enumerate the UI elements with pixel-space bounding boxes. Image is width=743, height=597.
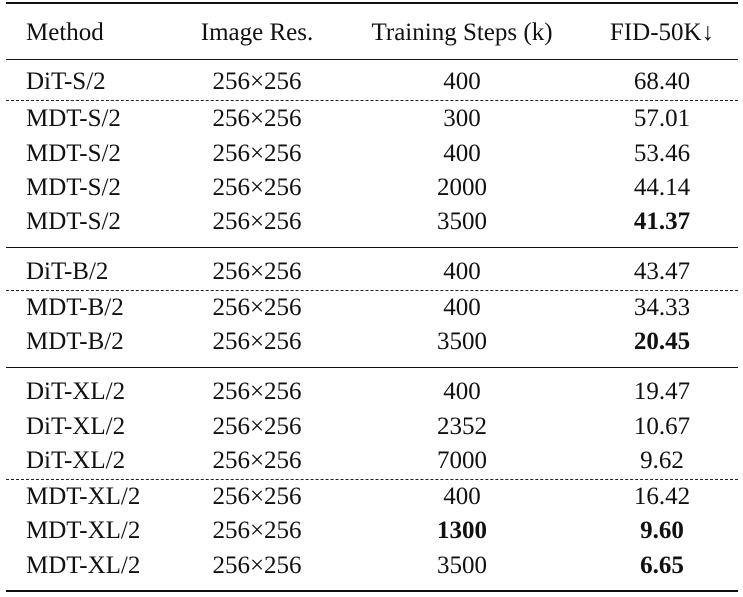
cell-resolution: 256×256	[212, 447, 302, 474]
dashed-separator	[6, 100, 738, 101]
cell-resolution: 256×256	[212, 517, 302, 544]
cell-steps: 3500	[437, 208, 487, 235]
cell-steps: 400	[443, 68, 481, 95]
cell-steps: 400	[443, 483, 481, 510]
cell-resolution: 256×256	[212, 140, 302, 167]
cell-resolution: 256×256	[212, 483, 302, 510]
cell-resolution: 256×256	[212, 174, 302, 201]
cell-resolution: 256×256	[212, 208, 302, 235]
cell-steps: 300	[443, 105, 481, 132]
cell-method: MDT-S/2	[26, 208, 121, 235]
cell-fid: 6.65	[640, 552, 684, 579]
group-rule	[6, 367, 738, 369]
cell-steps: 7000	[437, 447, 487, 474]
cell-method: DiT-XL/2	[26, 378, 126, 405]
cell-steps: 1300	[437, 517, 487, 544]
cell-method: MDT-B/2	[26, 328, 124, 355]
cell-method: DiT-B/2	[26, 258, 109, 285]
cell-resolution: 256×256	[212, 413, 302, 440]
cell-steps: 400	[443, 378, 481, 405]
header-fid: FID-50K↓	[609, 19, 715, 46]
dashed-separator	[6, 479, 738, 480]
dashed-separator	[6, 290, 738, 291]
cell-fid: 53.46	[633, 140, 691, 167]
cell-fid: 57.01	[633, 105, 691, 132]
cell-resolution: 256×256	[212, 294, 302, 321]
cell-method: MDT-XL/2	[26, 552, 141, 579]
top-rule	[6, 2, 738, 4]
cell-fid: 44.14	[633, 174, 691, 201]
cell-steps: 400	[443, 140, 481, 167]
cell-resolution: 256×256	[212, 328, 302, 355]
cell-method: DiT-S/2	[26, 68, 106, 95]
cell-steps: 2000	[437, 174, 487, 201]
cell-fid: 41.37	[633, 208, 691, 235]
cell-resolution: 256×256	[212, 378, 302, 405]
header-resolution: Image Res.	[200, 19, 314, 46]
cell-steps: 400	[443, 294, 481, 321]
bottom-rule	[6, 590, 738, 592]
cell-steps: 2352	[437, 413, 487, 440]
cell-method: MDT-XL/2	[26, 517, 141, 544]
cell-steps: 3500	[437, 552, 487, 579]
cell-fid: 9.60	[640, 517, 684, 544]
group-rule	[6, 247, 738, 249]
cell-steps: 400	[443, 258, 481, 285]
cell-fid: 19.47	[633, 378, 691, 405]
cell-fid: 34.33	[633, 294, 691, 321]
cell-method: MDT-S/2	[26, 174, 121, 201]
cell-method: MDT-XL/2	[26, 483, 141, 510]
cell-resolution: 256×256	[212, 258, 302, 285]
cell-method: MDT-B/2	[26, 294, 124, 321]
cell-fid: 16.42	[633, 483, 691, 510]
header-steps: Training Steps (k)	[371, 19, 553, 46]
header-method: Method	[26, 19, 104, 46]
cell-fid: 9.62	[640, 447, 684, 474]
cell-resolution: 256×256	[212, 552, 302, 579]
cell-method: DiT-XL/2	[26, 413, 126, 440]
cell-fid: 20.45	[633, 328, 691, 355]
cell-method: MDT-S/2	[26, 140, 121, 167]
cell-method: DiT-XL/2	[26, 447, 126, 474]
cell-method: MDT-S/2	[26, 105, 121, 132]
header-rule	[6, 59, 738, 61]
cell-resolution: 256×256	[212, 68, 302, 95]
cell-fid: 10.67	[633, 413, 691, 440]
cell-resolution: 256×256	[212, 105, 302, 132]
cell-steps: 3500	[437, 328, 487, 355]
cell-fid: 43.47	[633, 258, 691, 285]
cell-fid: 68.40	[633, 68, 691, 95]
